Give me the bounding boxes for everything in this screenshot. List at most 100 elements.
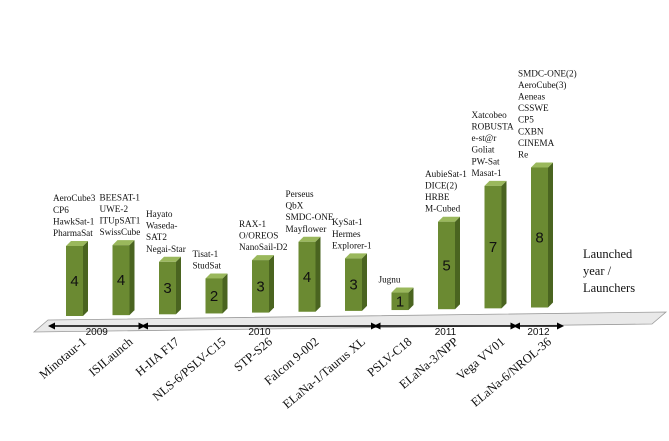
bar-9: 5: [438, 216, 460, 310]
year-label: 2012: [527, 327, 550, 338]
bar-8: 1: [391, 287, 414, 311]
payload-label-group: Jugnu: [379, 275, 401, 285]
payload-label: AeroCube(3): [518, 80, 566, 90]
payload-label: CXBN: [518, 126, 544, 136]
year-span-2012: 2012: [513, 322, 564, 338]
payload-label: HRBE: [425, 192, 450, 202]
bar-top: [438, 216, 460, 222]
payload-label: DICE(2): [425, 181, 457, 191]
bar-side: [315, 236, 321, 312]
bar-front: [159, 261, 176, 315]
payload-label: PW-Sat: [472, 156, 501, 166]
bars-layer: 4 4 3 2 3 4 3 1 5 7 8: [66, 162, 553, 316]
legend-annotation: Launched year / Launchers: [583, 247, 635, 295]
bar-top: [66, 241, 88, 246]
bar-value-label: 7: [489, 239, 497, 256]
bar-top: [391, 287, 414, 293]
payload-label: AubieSat-1: [425, 169, 467, 179]
bar-value-label: 2: [210, 288, 218, 305]
payload-label: SMDC-ONE: [286, 212, 334, 222]
bar-top: [252, 255, 274, 261]
bar-front: [205, 278, 223, 314]
launcher-label: Minotaur-1: [37, 335, 89, 382]
floor-platform: [32, 311, 668, 333]
bar-value-label: 1: [396, 293, 404, 310]
payload-label: HawkSat-1: [53, 216, 95, 226]
bar-3: 3: [159, 256, 181, 315]
year-timeline-layer: 2009 2010 2011 2012: [48, 322, 564, 338]
bar-value-label: 8: [535, 230, 543, 247]
payload-label: Explorer-1: [332, 240, 372, 250]
payload-label: Re: [518, 150, 528, 160]
payload-label: QbX: [286, 201, 304, 211]
payload-label: Perseus: [286, 189, 314, 199]
bar-side: [362, 253, 367, 311]
payload-label: KySat-1: [332, 217, 363, 227]
bar-side: [222, 273, 228, 314]
bar-front: [391, 292, 409, 311]
bar-side: [176, 256, 181, 315]
payload-label: Tisat-1: [193, 249, 219, 259]
payload-label: AeroCube3: [53, 193, 96, 203]
bar-4: 2: [205, 273, 228, 314]
payload-label: M-Cubed: [425, 204, 461, 214]
arrow-head-left: [513, 322, 520, 330]
payload-label: O/OREOS: [239, 231, 278, 241]
payload-label: NanoSail-D2: [239, 242, 288, 252]
payload-label: CSSWE: [518, 103, 549, 113]
bar-11: 8: [531, 162, 553, 308]
payload-label: ROBUSTA: [472, 121, 515, 131]
annotation-line: Launchers: [583, 281, 635, 295]
bar-top: [531, 162, 553, 168]
payload-label: Mayflower: [286, 224, 327, 234]
bar-side: [83, 241, 88, 316]
bar-front: [66, 246, 83, 316]
year-label: 2009: [86, 327, 109, 338]
bar-front: [252, 260, 269, 313]
bar-front: [438, 221, 455, 310]
payload-label: Masat-1: [472, 168, 503, 178]
payload-label: SwissCube: [100, 227, 141, 237]
bar-value-label: 4: [70, 273, 78, 290]
launcher-label: ELaNa-1/Taurus XL: [280, 335, 368, 412]
bar-top: [484, 180, 507, 186]
bar-5: 3: [252, 255, 274, 313]
bar-1: 4: [66, 241, 88, 316]
bar-front: [112, 245, 130, 316]
payload-label: SMDC-ONE(2): [518, 68, 577, 78]
payload-label: PharmaSat: [53, 228, 93, 238]
payload-label: SAT2: [146, 232, 167, 242]
bar-front: [298, 241, 316, 312]
bar-front: [345, 258, 362, 311]
arrow-head-left: [373, 322, 381, 330]
payload-label: Negai-Star: [146, 244, 186, 254]
payload-label-group: Hayato Waseda-SAT2 Negai-Star: [146, 209, 186, 254]
bar-value-label: 4: [303, 269, 311, 286]
payload-label: Xatcobeo: [472, 110, 508, 120]
launcher-label: STP-S26: [231, 335, 275, 375]
payload-label: Hayato: [146, 209, 173, 219]
bar-side: [129, 240, 135, 316]
payload-label: StudSat: [193, 260, 222, 270]
launcher-label: ISILaunch: [86, 334, 136, 379]
bar-top: [159, 256, 181, 262]
bar-side: [408, 287, 414, 311]
bar-top: [298, 236, 321, 242]
bar-value-label: 5: [442, 257, 450, 274]
arrow-head-left: [48, 322, 55, 330]
bar-value-label: 4: [117, 272, 125, 289]
payload-label: CP5: [518, 115, 534, 125]
payload-label: Jugnu: [379, 275, 401, 285]
bar-7: 3: [345, 253, 367, 311]
bar-10: 7: [484, 180, 507, 309]
arrow-head-right: [557, 322, 564, 330]
